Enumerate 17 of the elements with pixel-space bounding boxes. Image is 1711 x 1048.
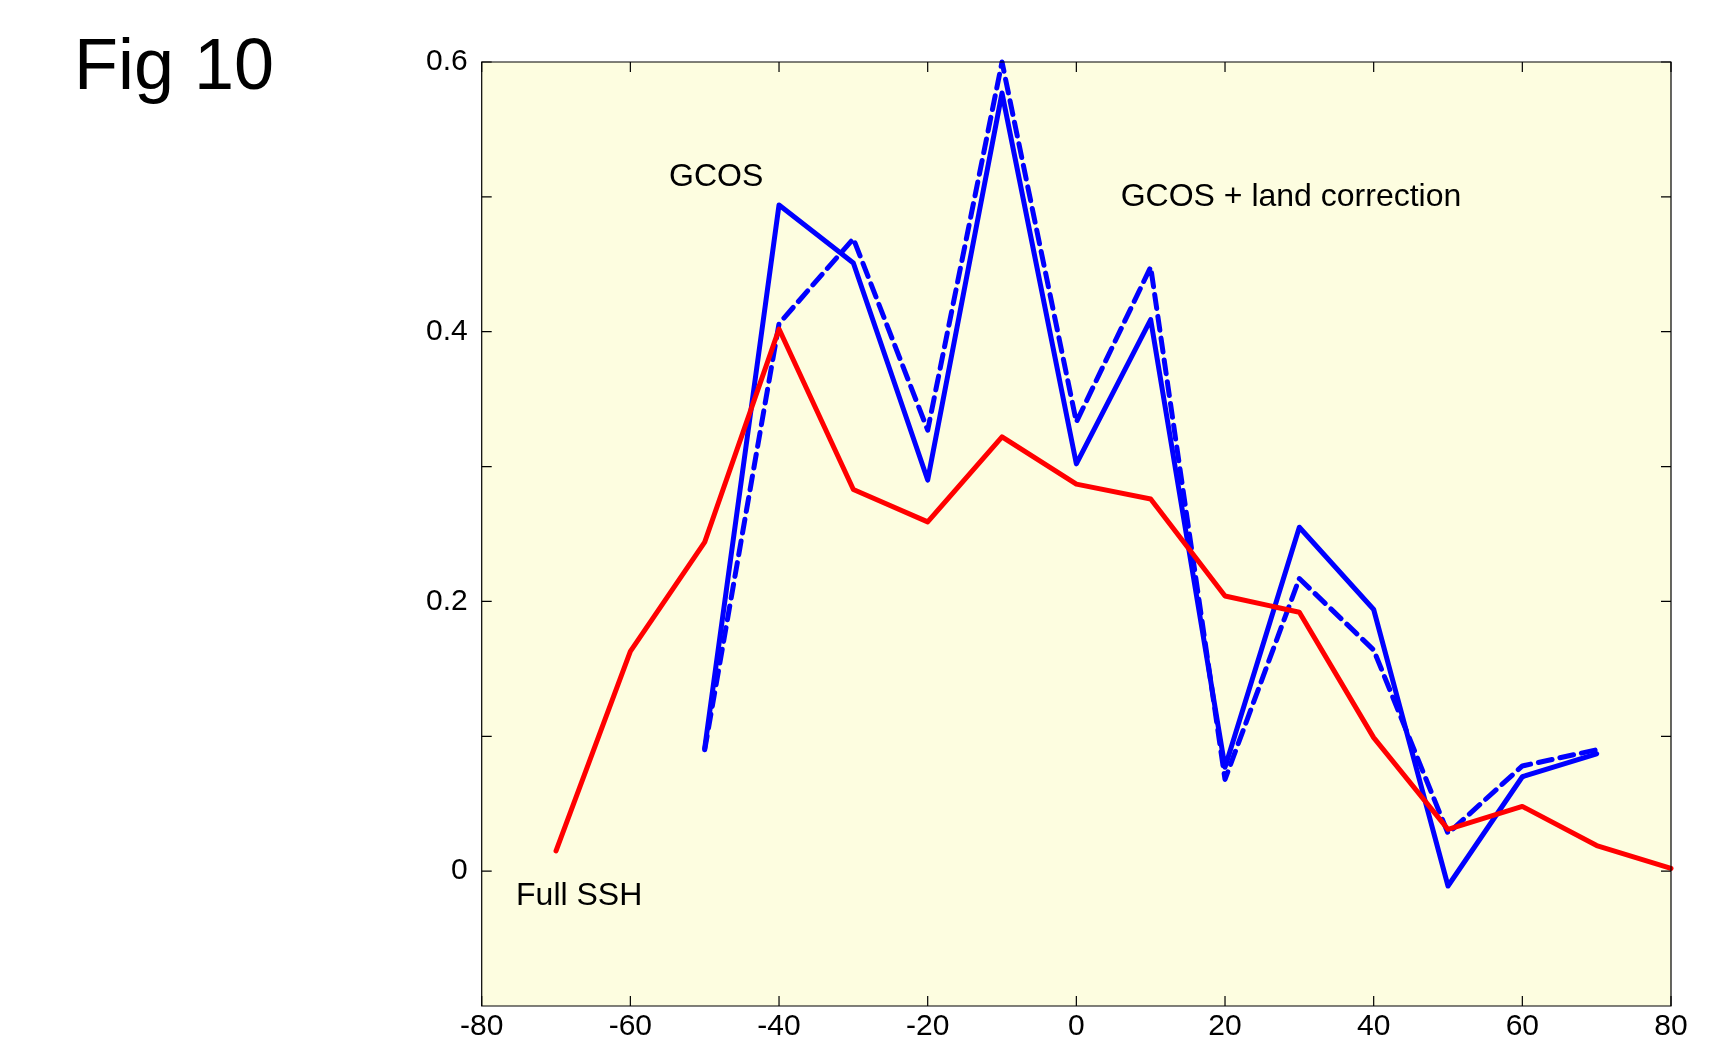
y-tick-label: 0.4 — [425, 312, 468, 346]
x-tick-label: -40 — [757, 1008, 801, 1042]
series-label: GCOS + land correction — [1120, 176, 1462, 213]
chart-title: Fig 10 — [74, 24, 275, 104]
series-label: GCOS — [669, 156, 764, 193]
x-tick-label: -60 — [608, 1008, 653, 1042]
series-label: Full SSH — [516, 875, 643, 912]
y-tick-label: 0.6 — [425, 43, 468, 77]
y-tick-label: 0 — [451, 852, 468, 886]
x-tick-label: 20 — [1208, 1008, 1242, 1042]
x-tick-label: 0 — [1068, 1008, 1085, 1042]
y-tick-label: 0.2 — [425, 582, 468, 616]
x-tick-label: 40 — [1356, 1008, 1391, 1042]
x-tick-label: -20 — [906, 1008, 950, 1042]
x-tick-label: 80 — [1654, 1008, 1688, 1042]
x-tick-label: -80 — [460, 1008, 504, 1042]
x-tick-label: 60 — [1505, 1008, 1540, 1042]
